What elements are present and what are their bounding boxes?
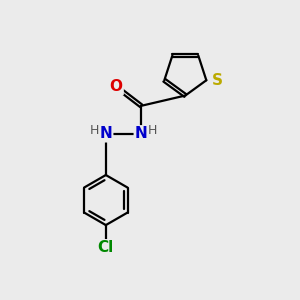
Text: N: N: [100, 126, 112, 141]
Text: N: N: [135, 126, 148, 141]
Text: H: H: [148, 124, 157, 137]
Text: Cl: Cl: [98, 240, 114, 255]
Text: S: S: [212, 73, 223, 88]
Text: H: H: [90, 124, 99, 137]
Text: O: O: [110, 79, 123, 94]
